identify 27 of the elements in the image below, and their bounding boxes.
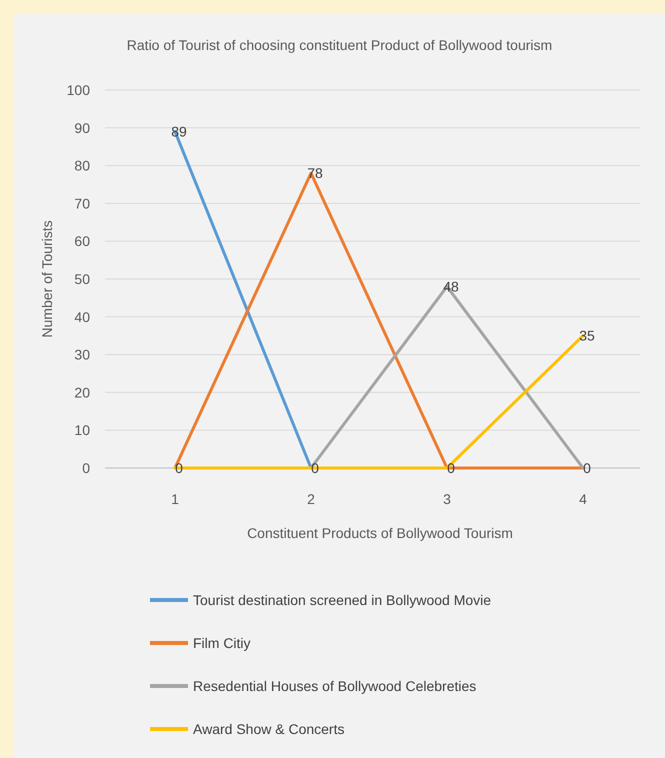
y-axis-title: Number of Tourists	[39, 220, 55, 338]
y-tick-label: 50	[74, 271, 90, 287]
legend-label: Film Citiy	[193, 635, 251, 651]
legend-label: Resedential Houses of Bollywood Celebreties	[193, 678, 476, 694]
data-label: 0	[583, 460, 592, 476]
legend-label: Tourist destination screened in Bollywood Movie	[193, 592, 492, 608]
y-tick-label: 0	[82, 460, 90, 476]
x-tick-label: 3	[443, 491, 452, 507]
y-tick-label: 70	[74, 195, 90, 212]
y-tick-label: 40	[74, 308, 90, 325]
data-label: 35	[579, 328, 595, 344]
chart-title: Ratio of Tourist of choosing constituent Product of Bollywood tourism	[126, 37, 552, 53]
legend-label: Award Show & Concerts	[193, 721, 344, 737]
data-label: 78	[307, 165, 323, 182]
x-tick-label: 1	[171, 491, 180, 507]
y-tick-label: 10	[74, 422, 90, 438]
y-tick-label: 90	[74, 120, 90, 136]
x-tick-label: 2	[307, 491, 316, 507]
data-label: 89	[171, 124, 187, 140]
y-tick-label: 30	[74, 346, 90, 363]
x-tick-label: 4	[579, 491, 588, 507]
y-tick-label: 20	[74, 384, 90, 400]
x-axis-title: Constituent Products of Bollywood Tourism	[247, 525, 513, 541]
data-label: 48	[443, 278, 459, 295]
y-tick-label: 60	[74, 233, 90, 250]
y-tick-label: 80	[74, 158, 90, 174]
y-tick-label: 100	[66, 82, 90, 98]
